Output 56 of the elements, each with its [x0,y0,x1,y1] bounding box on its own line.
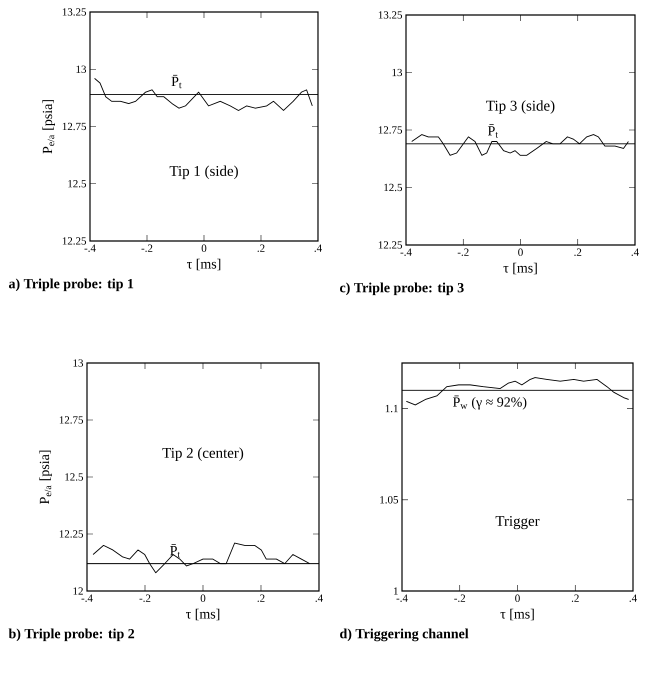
x-tick-label: .4 [630,594,637,602]
x-axis-title: τ [ms] [500,608,534,620]
y-tick-label: 12.25 [60,530,84,538]
x-axis-title: τ [ms] [186,258,220,270]
y-axis-title: P$_{e/a}$ [psia] [42,100,55,154]
annotation: Tip 1 (side) [170,166,238,180]
x-tick-label: -.4 [84,244,96,252]
ref-line-label: P̄$_{t}$ [170,544,180,558]
ref-line-label: P̄$_{w}$ (γ ≈ 92%) [452,396,526,410]
y-tick-label: 12.5 [65,473,84,481]
y-tick-label: 12.25 [378,241,402,249]
y-tick-label: 12.75 [62,122,86,130]
x-tick-label: 0 [200,594,206,602]
y-tick-label: 13 [73,359,84,367]
x-tick-label: 0 [202,244,206,252]
x-tick-label: -.2 [454,594,466,602]
y-tick-label: 13 [392,68,402,76]
x-tick-label: .2 [258,594,264,602]
x-tick-label: 0 [515,594,520,602]
text: a) Triple probe: tip 1 [8,278,134,292]
annotation: Tip 3 (side) [486,100,554,114]
y-tick-label: 13 [76,66,86,73]
y-tick-label: 13.25 [62,8,86,16]
y-tick-label: 1.05 [380,496,398,504]
x-tick-label: -.4 [396,594,408,602]
annotation: Trigger [496,516,540,530]
y-tick-label: 12.5 [68,180,86,188]
y-tick-label: 12.75 [378,126,402,134]
ref-line-label: P̄$_{t}$ [488,124,498,138]
x-tick-label: -.2 [139,594,150,602]
x-tick-label: -.4 [400,248,412,256]
x-tick-label: .4 [316,594,323,602]
x-tick-label: .4 [314,244,322,252]
x-tick-label: 0 [518,248,523,256]
y-tick-label: 12.5 [384,184,402,192]
y-tick-label: 13.25 [378,11,402,19]
text: c) Triple probe: tip 3 [340,282,464,296]
x-tick-label: -.2 [458,248,469,256]
ref-line-label: P̄$_{t}$ [172,74,182,88]
x-tick-label: -.4 [81,594,93,602]
annotation: Tip 2 (center) [162,447,244,461]
y-tick-label: 1.1 [386,404,398,412]
x-tick-label: .4 [632,248,639,256]
y-tick-label: 12.75 [60,416,84,424]
x-axis-title: τ [ms] [503,262,537,274]
x-axis-title: τ [ms] [186,608,220,620]
y-tick-label: 12.25 [62,237,86,245]
y-tick-label: 1 [394,587,398,595]
x-tick-label: .2 [574,248,582,256]
text: b) Triple probe: tip 2 [8,628,134,642]
text: d) Triggering channel [340,628,468,642]
y-axis-title: P$_{e/a}$ [psia] [39,450,52,504]
x-tick-label: .2 [572,594,579,602]
x-tick-label: -.2 [141,244,152,252]
x-tick-label: .2 [258,244,264,252]
y-tick-label: 12 [73,587,83,595]
